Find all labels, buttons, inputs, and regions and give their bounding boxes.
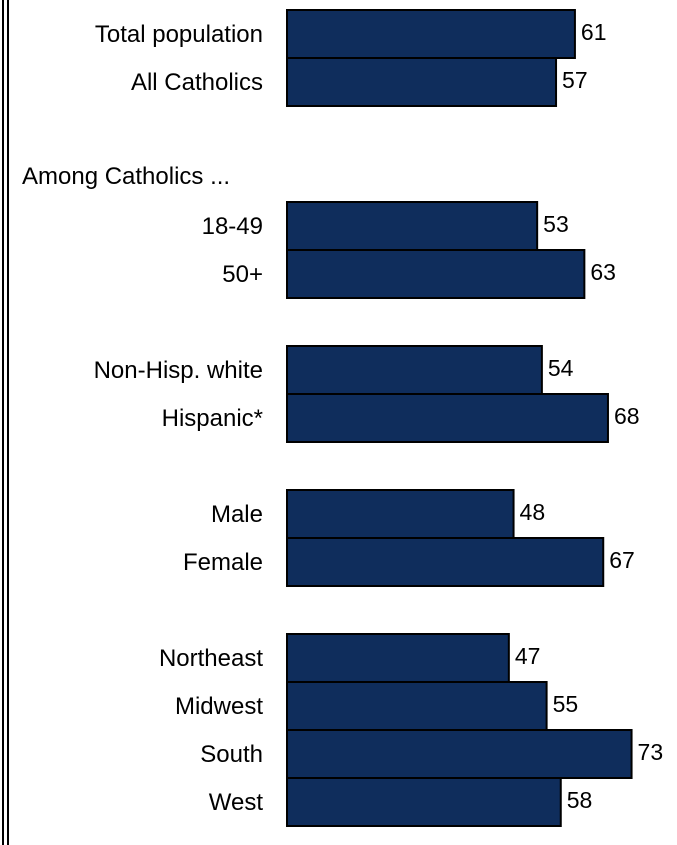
data-label: 67 — [609, 547, 635, 573]
category-label: Male — [211, 501, 263, 528]
data-label: 58 — [567, 787, 593, 813]
bar — [286, 249, 586, 299]
category-label: 50+ — [222, 261, 263, 288]
category-label: All Catholics — [131, 69, 263, 96]
category-label: Female — [183, 549, 263, 576]
data-label: 68 — [614, 403, 640, 429]
data-label: 63 — [590, 259, 616, 285]
bar — [286, 729, 633, 779]
category-label: Total population — [95, 21, 263, 48]
category-label: Non-Hisp. white — [94, 357, 263, 384]
bar — [286, 633, 510, 683]
data-label: 48 — [520, 499, 546, 525]
category-label: Hispanic* — [162, 405, 263, 432]
bar — [286, 537, 605, 587]
data-label: 61 — [581, 19, 607, 45]
category-label: Midwest — [175, 693, 263, 720]
group-heading: Among Catholics ... — [22, 163, 230, 190]
data-label: 53 — [543, 211, 569, 237]
bar — [286, 393, 609, 443]
bar — [286, 777, 562, 827]
category-label: West — [209, 789, 264, 816]
bar — [286, 681, 548, 731]
category-label: 18-49 — [202, 213, 263, 240]
bar — [286, 345, 543, 395]
category-label: South — [200, 741, 263, 768]
category-label: Northeast — [159, 645, 263, 672]
data-label: 47 — [515, 643, 541, 669]
left-border-line — [2, 0, 4, 845]
data-label: 73 — [638, 739, 664, 765]
bar — [286, 489, 515, 539]
data-label: 54 — [548, 355, 574, 381]
left-border-line-inner — [7, 0, 9, 845]
data-label: 57 — [562, 67, 588, 93]
bar — [286, 9, 576, 59]
data-label: 55 — [553, 691, 579, 717]
bar — [286, 57, 558, 107]
bar — [286, 201, 539, 251]
